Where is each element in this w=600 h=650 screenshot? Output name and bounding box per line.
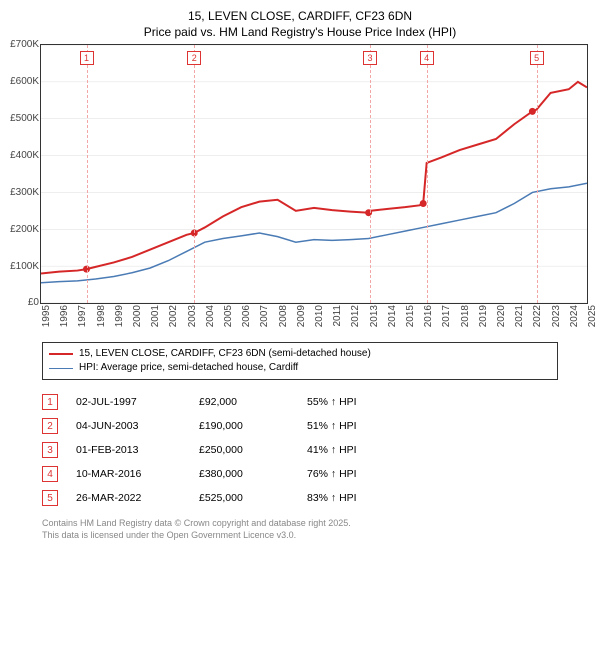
- transaction-number: 2: [42, 418, 58, 434]
- x-tick-label: 1998: [96, 305, 107, 327]
- transaction-price: £380,000: [199, 468, 289, 480]
- transaction-price: £92,000: [199, 396, 289, 408]
- x-tick-label: 2019: [478, 305, 489, 327]
- transaction-vline: [194, 45, 195, 303]
- x-tick-label: 2015: [405, 305, 416, 327]
- x-tick-label: 2001: [150, 305, 161, 327]
- sale-dot: [420, 200, 427, 207]
- y-tick-label: £100K: [10, 261, 39, 272]
- x-tick-label: 2023: [551, 305, 562, 327]
- y-tick-label: £500K: [10, 113, 39, 124]
- transaction-number: 1: [42, 394, 58, 410]
- transaction-marker: 2: [187, 51, 201, 65]
- x-tick-label: 2011: [332, 305, 343, 327]
- x-tick-label: 2003: [187, 305, 198, 327]
- transaction-hpi: 51% ↑ HPI: [307, 420, 357, 432]
- x-tick-label: 2020: [496, 305, 507, 327]
- x-tick-label: 2010: [314, 305, 325, 327]
- legend-row: 15, LEVEN CLOSE, CARDIFF, CF23 6DN (semi…: [49, 347, 551, 361]
- transaction-row: 2 04-JUN-2003 £190,000 51% ↑ HPI: [42, 414, 558, 438]
- legend: 15, LEVEN CLOSE, CARDIFF, CF23 6DN (semi…: [42, 342, 558, 380]
- legend-label: HPI: Average price, semi-detached house,…: [79, 361, 298, 375]
- legend-swatch: [49, 368, 73, 369]
- y-tick-label: £700K: [10, 39, 39, 50]
- transaction-vline: [370, 45, 371, 303]
- transaction-date: 10-MAR-2016: [76, 468, 181, 480]
- title-line1: 15, LEVEN CLOSE, CARDIFF, CF23 6DN: [4, 8, 596, 24]
- transaction-date: 01-FEB-2013: [76, 444, 181, 456]
- x-tick-label: 2009: [296, 305, 307, 327]
- transaction-marker: 4: [420, 51, 434, 65]
- x-tick-label: 1997: [77, 305, 88, 327]
- transaction-row: 5 26-MAR-2022 £525,000 83% ↑ HPI: [42, 486, 558, 510]
- transactions-table: 1 02-JUL-1997 £92,000 55% ↑ HPI 2 04-JUN-2003…: [42, 390, 558, 510]
- transaction-row: 4 10-MAR-2016 £380,000 76% ↑ HPI: [42, 462, 558, 486]
- x-tick-label: 2004: [205, 305, 216, 327]
- transaction-hpi: 76% ↑ HPI: [307, 468, 357, 480]
- x-tick-label: 2017: [441, 305, 452, 327]
- y-tick-label: £400K: [10, 150, 39, 161]
- chart-area: £0£100K£200K£300K£400K£500K£600K£700K199…: [40, 44, 588, 336]
- x-tick-label: 2000: [132, 305, 143, 327]
- transaction-number: 5: [42, 490, 58, 506]
- series-line: [41, 82, 587, 274]
- sale-dot: [529, 108, 536, 115]
- transaction-row: 3 01-FEB-2013 £250,000 41% ↑ HPI: [42, 438, 558, 462]
- transaction-number: 4: [42, 466, 58, 482]
- x-tick-label: 2024: [569, 305, 580, 327]
- x-tick-label: 2007: [259, 305, 270, 327]
- footer-line1: Contains HM Land Registry data © Crown c…: [42, 518, 558, 530]
- transaction-marker: 1: [80, 51, 94, 65]
- x-tick-label: 1995: [41, 305, 52, 327]
- transaction-vline: [427, 45, 428, 303]
- plot: £0£100K£200K£300K£400K£500K£600K£700K199…: [40, 44, 588, 304]
- transaction-vline: [87, 45, 88, 303]
- legend-swatch: [49, 353, 73, 355]
- chart-title: 15, LEVEN CLOSE, CARDIFF, CF23 6DN Price…: [4, 8, 596, 40]
- footer-line2: This data is licensed under the Open Gov…: [42, 530, 558, 542]
- transaction-hpi: 55% ↑ HPI: [307, 396, 357, 408]
- sale-dot: [365, 210, 372, 217]
- x-tick-label: 2016: [423, 305, 434, 327]
- transaction-number: 3: [42, 442, 58, 458]
- legend-row: HPI: Average price, semi-detached house,…: [49, 361, 551, 375]
- y-tick-label: £200K: [10, 224, 39, 235]
- transaction-date: 02-JUL-1997: [76, 396, 181, 408]
- y-tick-label: £0: [28, 297, 39, 308]
- transaction-date: 26-MAR-2022: [76, 492, 181, 504]
- x-tick-label: 2002: [168, 305, 179, 327]
- transaction-hpi: 83% ↑ HPI: [307, 492, 357, 504]
- transaction-date: 04-JUN-2003: [76, 420, 181, 432]
- transaction-vline: [537, 45, 538, 303]
- transaction-price: £525,000: [199, 492, 289, 504]
- x-tick-label: 2021: [514, 305, 525, 327]
- transaction-price: £250,000: [199, 444, 289, 456]
- x-tick-label: 2008: [278, 305, 289, 327]
- x-tick-label: 2022: [532, 305, 543, 327]
- x-tick-label: 2006: [241, 305, 252, 327]
- x-tick-label: 1999: [114, 305, 125, 327]
- x-tick-label: 2018: [460, 305, 471, 327]
- transaction-marker: 5: [530, 51, 544, 65]
- transaction-marker: 3: [363, 51, 377, 65]
- footer-attribution: Contains HM Land Registry data © Crown c…: [42, 518, 558, 541]
- x-tick-label: 2013: [369, 305, 380, 327]
- legend-label: 15, LEVEN CLOSE, CARDIFF, CF23 6DN (semi…: [79, 347, 371, 361]
- y-tick-label: £600K: [10, 76, 39, 87]
- x-tick-label: 2014: [387, 305, 398, 327]
- transaction-price: £190,000: [199, 420, 289, 432]
- transaction-hpi: 41% ↑ HPI: [307, 444, 357, 456]
- transaction-row: 1 02-JUL-1997 £92,000 55% ↑ HPI: [42, 390, 558, 414]
- x-tick-label: 2025: [587, 305, 598, 327]
- title-line2: Price paid vs. HM Land Registry's House …: [4, 24, 596, 40]
- x-tick-label: 1996: [59, 305, 70, 327]
- series-line: [41, 184, 587, 284]
- x-tick-label: 2005: [223, 305, 234, 327]
- y-tick-label: £300K: [10, 187, 39, 198]
- x-tick-label: 2012: [350, 305, 361, 327]
